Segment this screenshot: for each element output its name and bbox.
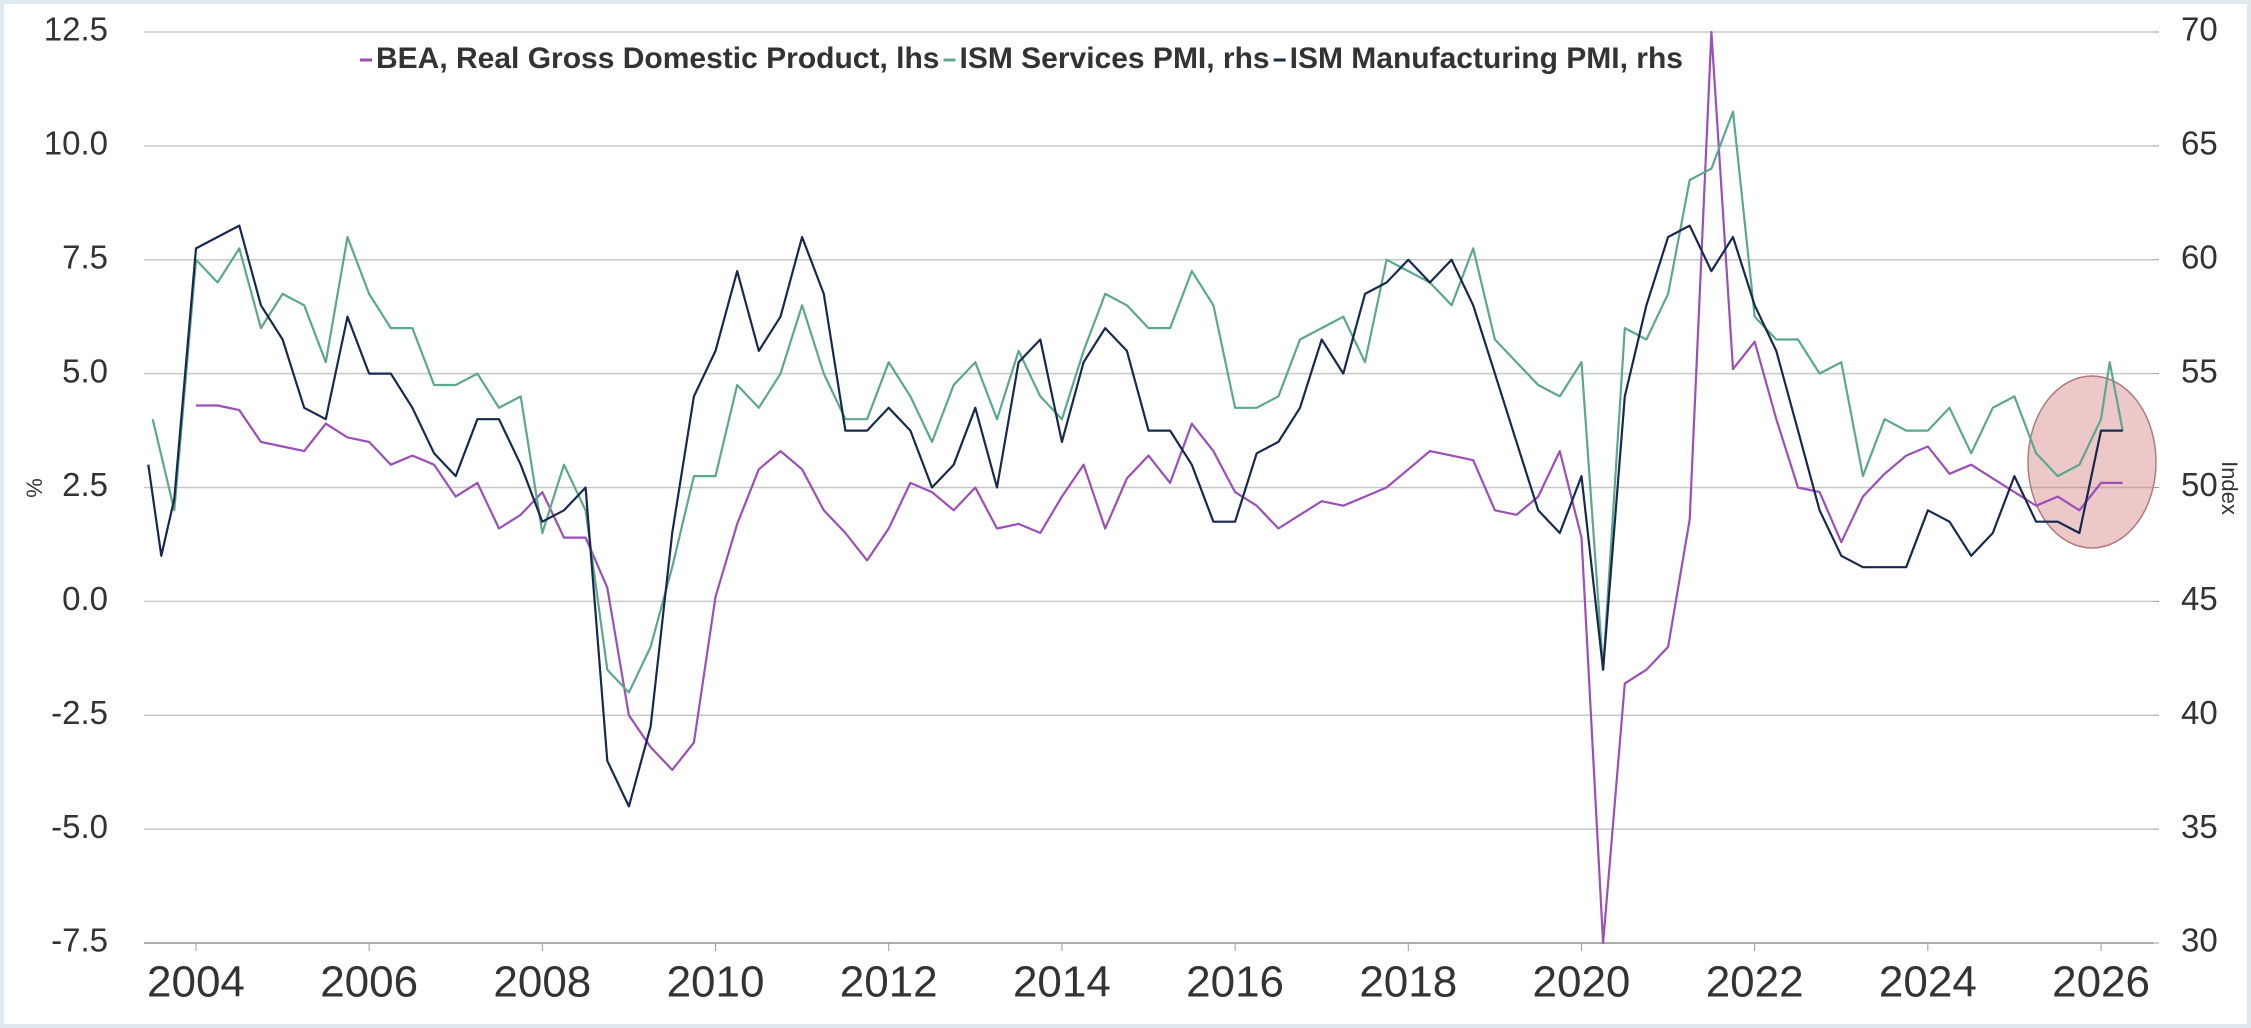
y-tick-label: -2.5 [51,694,108,731]
series-line [196,30,2123,945]
y2-tick-label: 30 [2181,922,2218,959]
legend-label: ISM Manufacturing PMI, rhs [1290,42,1683,75]
y2-tick-label: 45 [2181,580,2218,617]
series-line [147,224,2123,808]
x-tick-label: 2004 [147,958,245,1007]
x-tick-label: 2016 [1186,958,1284,1007]
x-tick-label: 2018 [1359,958,1457,1007]
x-tick-label: 2024 [1879,958,1977,1007]
y2-tick-label: 70 [2181,11,2218,48]
x-tick-label: 2022 [1706,958,1804,1007]
y-tick-label: 12.5 [44,11,108,48]
x-tick-label: 2010 [667,958,765,1007]
x-tick-label: 2014 [1013,958,1111,1007]
x-tick-label: 2020 [1533,958,1631,1007]
y2-tick-label: 35 [2181,808,2218,845]
x-tick-label: 2012 [840,958,938,1007]
x-tick-label: 2026 [2052,958,2150,1007]
y2-axis-label: Index [2217,461,2242,515]
x-tick-label: 2006 [320,958,418,1007]
y-tick-label: -5.0 [51,808,108,845]
highlight-ellipse [2027,375,2157,549]
legend-label: ISM Services PMI, rhs [959,42,1269,75]
y2-tick-label: 55 [2181,352,2218,389]
x-tick-label: 2008 [493,958,591,1007]
y-tick-label: 10.0 [44,125,108,162]
y-tick-label: 0.0 [62,580,108,617]
y-axis-label: % [22,478,47,498]
y-tick-label: -7.5 [51,922,108,959]
y-tick-label: 5.0 [62,352,108,389]
chart-background [4,4,2247,1024]
y2-tick-label: 50 [2181,466,2218,503]
y2-tick-label: 40 [2181,694,2218,731]
y-tick-label: 2.5 [62,466,108,503]
y2-tick-label: 60 [2181,238,2218,275]
legend-label: BEA, Real Gross Domestic Product, lhs [376,42,939,75]
series-line [151,110,2124,694]
y2-tick-label: 65 [2181,125,2218,162]
y-tick-label: 7.5 [62,238,108,275]
